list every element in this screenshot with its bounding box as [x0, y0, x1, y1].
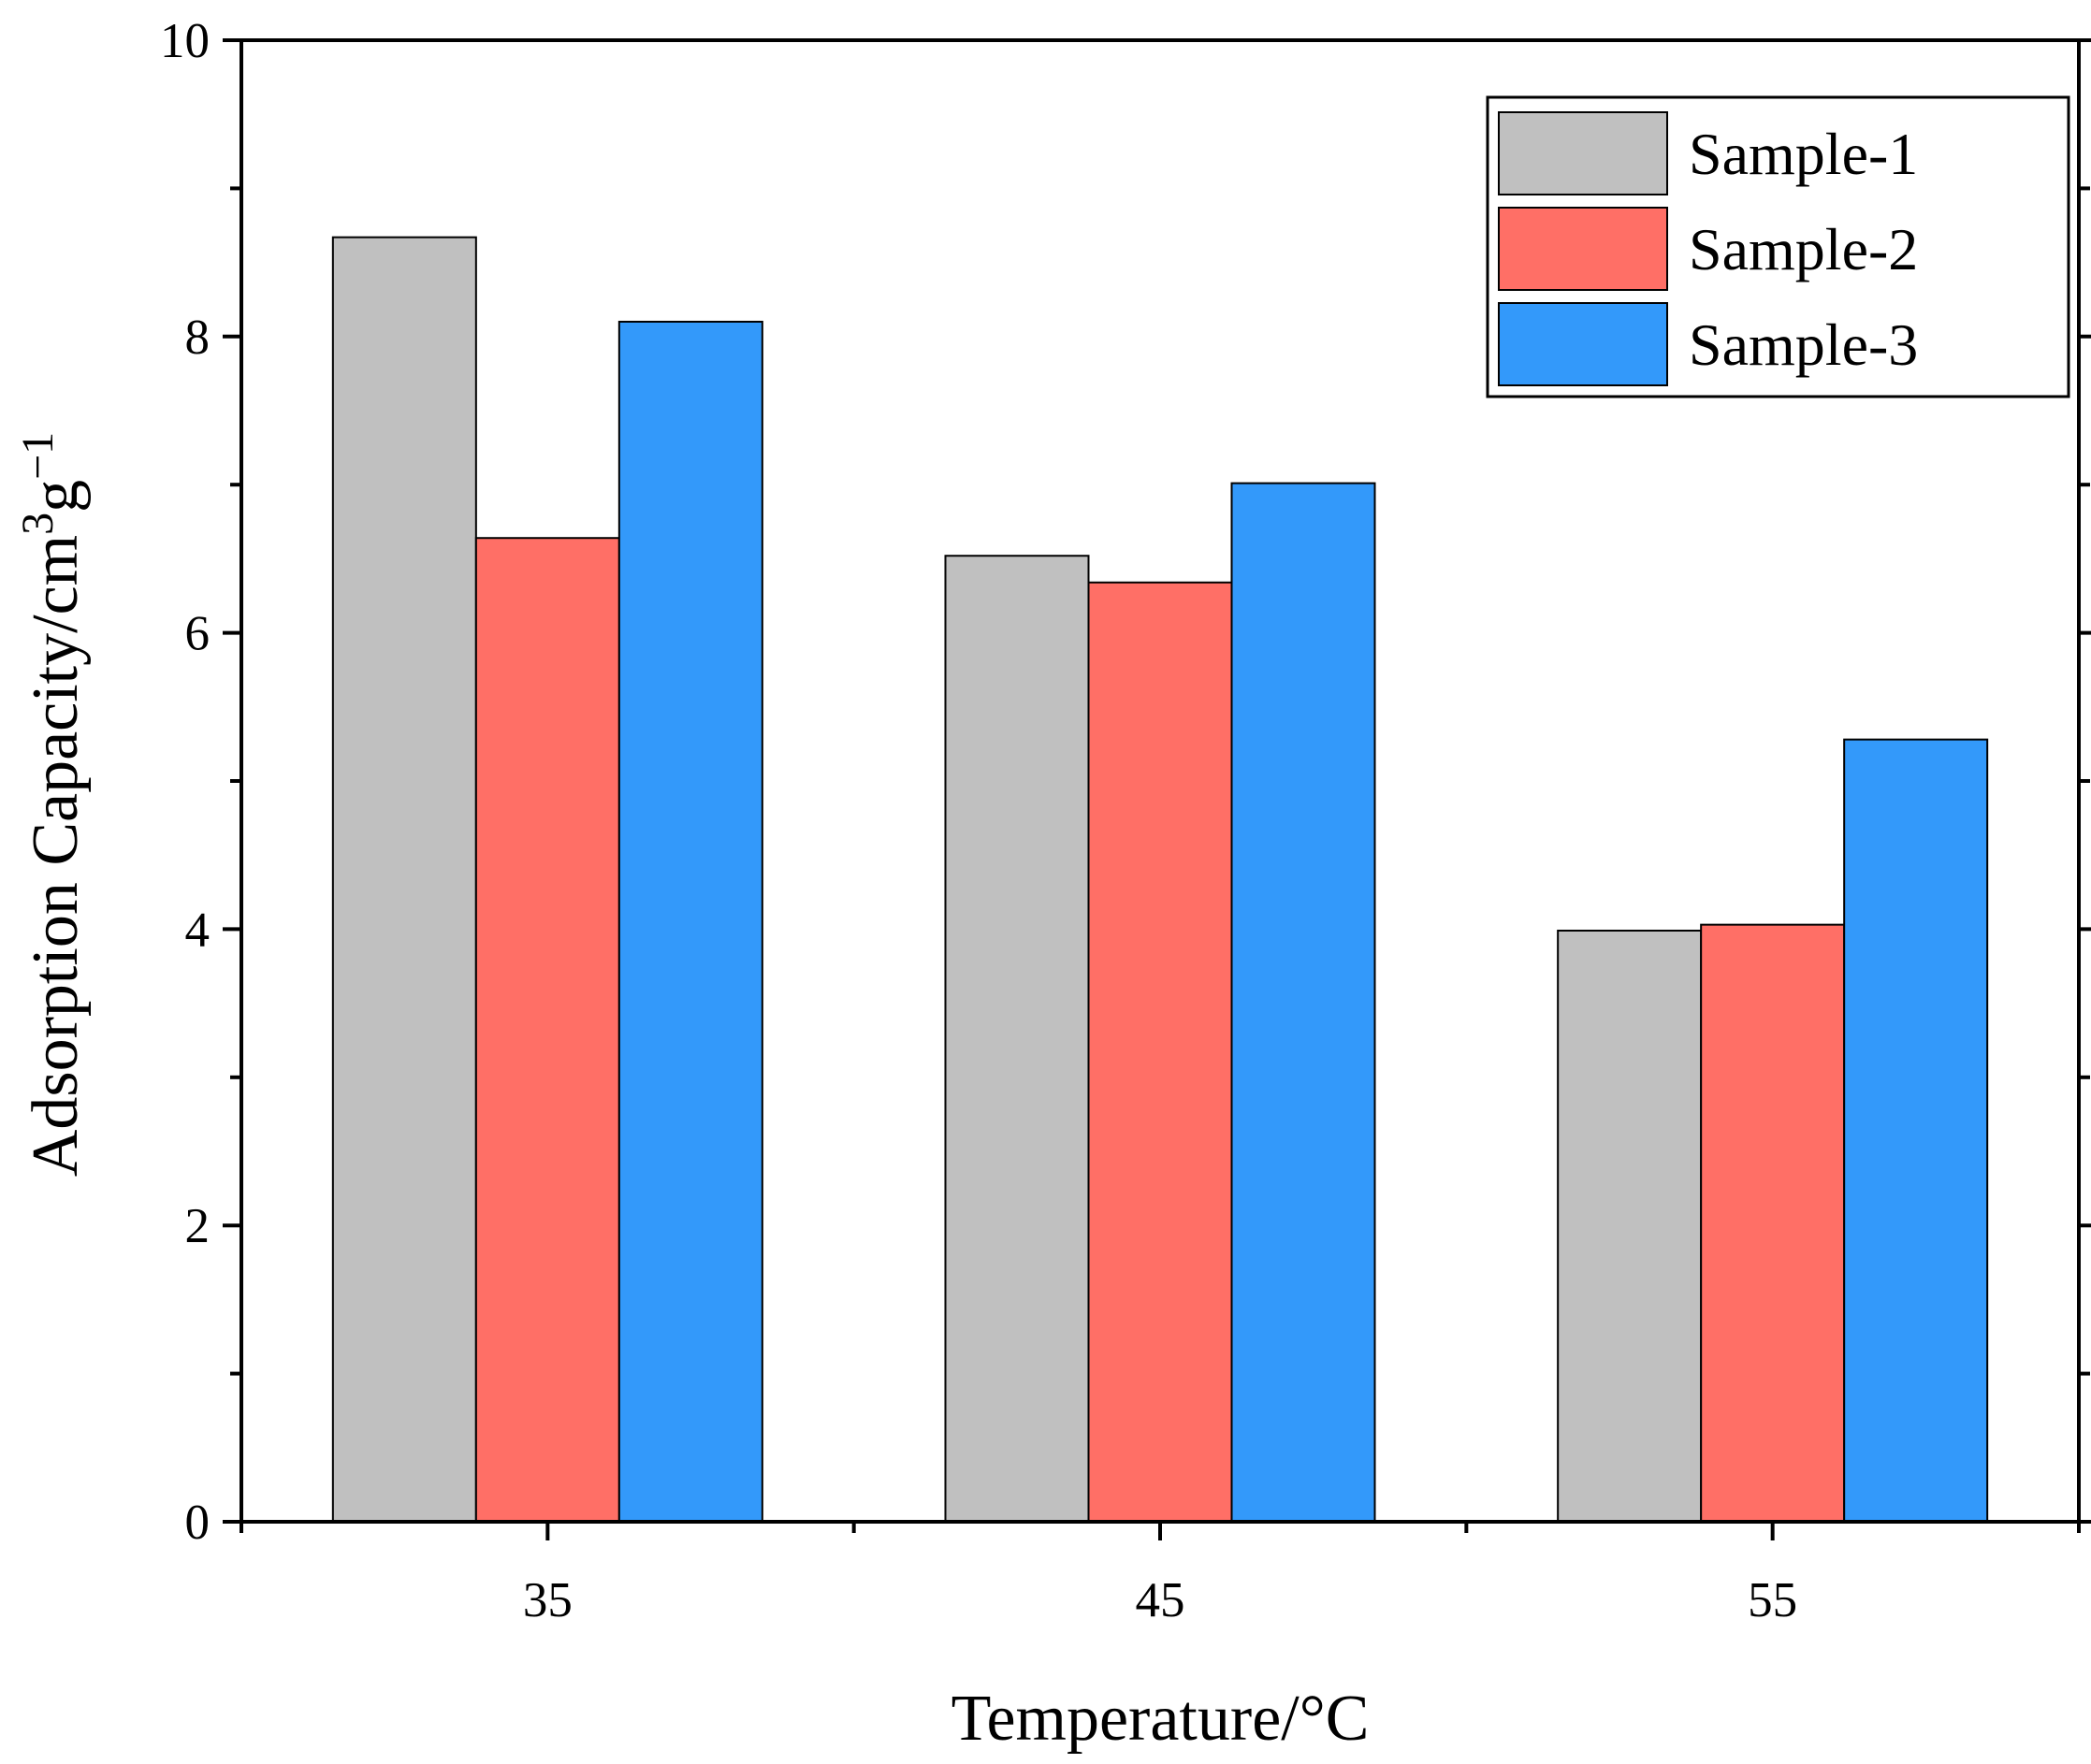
legend: Sample-1 Sample-2 Sample-3	[1486, 95, 2070, 398]
bar-sample-3-55	[1843, 738, 1989, 1523]
legend-label-sample-2: Sample-2	[1689, 216, 1918, 282]
bars-layer	[331, 236, 1989, 1524]
bar-sample-2-35	[474, 537, 620, 1523]
y-tick-label: 0	[185, 1496, 211, 1550]
x-tick-label: 45	[1136, 1573, 1185, 1627]
y-tick-label: 2	[185, 1199, 211, 1253]
ticks-layer: 0 2 4 6 8 10 35 45 55	[160, 14, 2091, 1627]
y-axis-title: Adsorption Capacity/cm3g−1	[13, 432, 93, 1177]
y-tick-label: 4	[185, 903, 211, 957]
y-tick-label: 10	[160, 14, 210, 68]
y-axis-title-base: Adsorption Capacity/cm	[20, 535, 92, 1177]
bar-sample-1-55	[1557, 929, 1703, 1523]
legend-swatch-sample-2	[1498, 207, 1668, 291]
y-tick-label: 6	[185, 607, 211, 661]
y-axis-title-sup2: −1	[13, 432, 63, 480]
y-axis-title-mid: g	[20, 480, 92, 513]
bar-sample-1-45	[944, 555, 1090, 1523]
legend-label-sample-1: Sample-1	[1689, 121, 1918, 187]
x-tick-label: 55	[1748, 1573, 1797, 1627]
bar-sample-3-35	[617, 320, 763, 1524]
bar-sample-2-45	[1087, 581, 1233, 1523]
legend-swatch-sample-1	[1498, 111, 1668, 195]
bar-sample-2-55	[1700, 923, 1846, 1523]
legend-label-sample-3: Sample-3	[1689, 311, 1918, 378]
bar-sample-3-45	[1230, 482, 1376, 1524]
bar-sample-1-35	[331, 236, 477, 1523]
x-tick-label: 35	[523, 1573, 573, 1627]
y-axis-title-sup1: 3	[13, 513, 63, 535]
y-tick-label: 8	[185, 311, 211, 365]
legend-swatch-sample-3	[1498, 302, 1668, 386]
x-axis-title: Temperature/°C	[951, 1683, 1370, 1755]
